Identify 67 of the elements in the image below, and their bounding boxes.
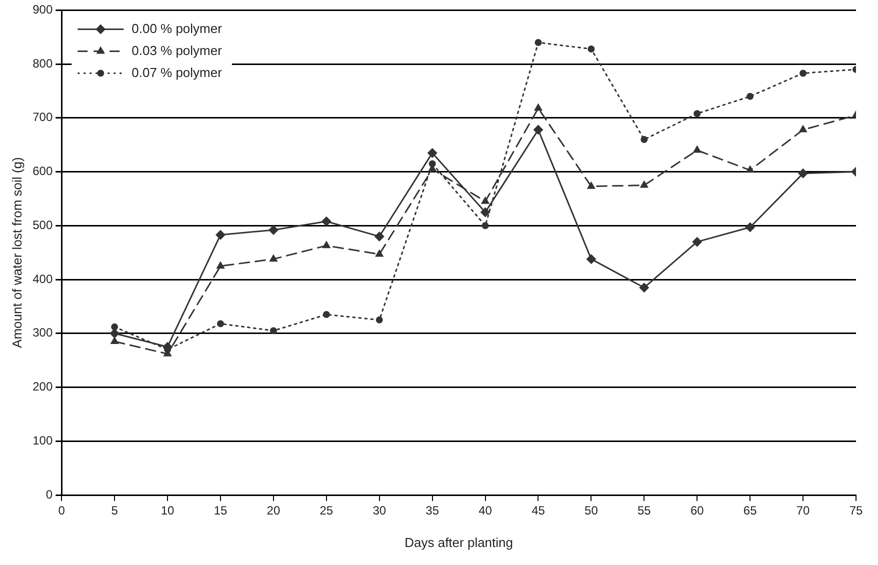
legend-label: 0.00 % polymer [132,20,223,36]
x-tick-label: 55 [637,504,652,518]
x-tick-label: 20 [266,504,280,518]
point [216,261,225,269]
y-tick-label: 600 [32,164,53,178]
x-tick-label: 60 [690,504,704,518]
point [480,196,490,204]
y-axis-title: Amount of water lost from soil (g) [9,157,24,348]
point [215,230,226,240]
point [480,207,490,218]
y-tick-label: 400 [32,272,53,286]
y-tick-label: 800 [32,56,53,70]
x-tick-label: 45 [532,504,546,518]
point [746,165,754,173]
point [268,224,278,235]
point [640,180,648,188]
x-tick-label: 65 [743,504,758,518]
point [269,254,278,262]
x-axis-title: Days after planting [404,534,514,550]
point [586,254,596,264]
point [322,311,330,318]
point [746,92,754,100]
point [639,282,650,293]
y-tick-label: 200 [32,380,53,394]
x-tick-label: 75 [849,504,863,518]
point [482,222,489,230]
point [270,327,277,334]
x-tick-label: 0 [58,504,66,518]
point [586,181,596,189]
point [798,168,808,178]
point [322,240,331,248]
x-tick-label: 5 [111,504,118,518]
point [534,103,543,111]
y-tick-label: 100 [32,433,53,448]
x-tick-label: 25 [320,504,334,518]
x-tick-label: 30 [372,504,386,518]
x-tick-label: 10 [160,504,175,518]
x-tick-label: 35 [426,504,440,518]
x-tick-label: 40 [478,504,492,518]
point [692,236,702,247]
point [533,124,544,135]
point [798,124,808,132]
legend-label: 0.03 % polymer [132,42,223,58]
y-tick-label: 700 [32,110,53,124]
point [800,70,807,77]
y-tick-label: 300 [32,326,53,340]
y-tick-label: 500 [32,218,53,232]
point [692,145,702,153]
point [428,160,436,168]
point [321,216,332,226]
y-tick-label: 900 [32,2,53,17]
x-tick-label: 50 [584,504,598,518]
point [374,231,384,242]
point [745,222,756,232]
y-tick-label: 0 [46,487,53,502]
legend-label: 0.07 % polymer [132,64,223,80]
point [534,39,542,46]
point [427,148,438,158]
point [588,45,595,52]
point [375,249,384,257]
x-tick-label: 15 [214,504,228,518]
point [694,110,701,118]
x-tick-label: 70 [796,504,810,518]
point [111,323,118,330]
point [640,136,648,143]
point [376,316,383,324]
point [216,320,224,328]
